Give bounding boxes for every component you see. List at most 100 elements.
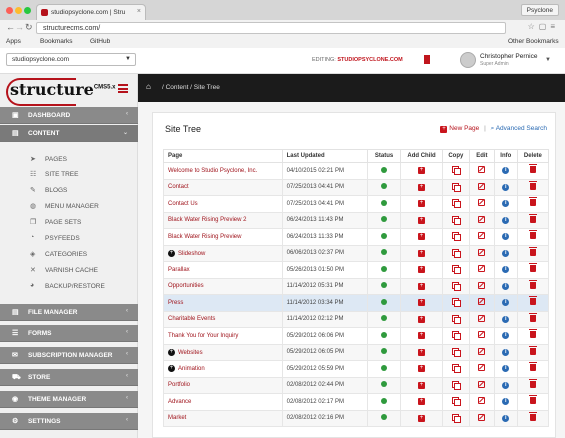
info-icon[interactable]: i <box>502 249 510 257</box>
page-link[interactable]: Websites <box>178 349 203 356</box>
status-dot-icon[interactable] <box>381 183 388 190</box>
page-link[interactable]: Portfolio <box>168 382 191 389</box>
close-window-icon[interactable] <box>6 7 13 14</box>
copy-icon[interactable] <box>452 232 462 242</box>
expand-icon[interactable]: + <box>168 348 175 356</box>
page-link[interactable]: Parallax <box>168 266 190 273</box>
status-dot-icon[interactable] <box>381 364 388 371</box>
edit-icon[interactable] <box>478 331 486 339</box>
sidebar-item-settings[interactable]: ⚙ SETTINGS ‹ <box>0 413 138 430</box>
sidebar-subitem-menu-manager[interactable]: ◍ MENU MANAGER <box>0 199 138 214</box>
info-icon[interactable]: i <box>502 282 510 290</box>
edit-icon[interactable] <box>478 166 486 174</box>
info-icon[interactable]: i <box>502 348 510 356</box>
status-dot-icon[interactable] <box>381 315 388 322</box>
add-child-icon[interactable]: + <box>418 381 426 389</box>
close-tab-icon[interactable]: × <box>136 8 141 15</box>
sidebar-item-forms[interactable]: ☰ FORMS ‹ <box>0 325 138 342</box>
info-icon[interactable]: i <box>502 299 510 307</box>
add-child-icon[interactable]: + <box>418 216 426 224</box>
add-child-icon[interactable]: + <box>418 299 426 307</box>
edit-icon[interactable] <box>478 182 486 190</box>
copy-icon[interactable] <box>452 347 462 357</box>
info-icon[interactable]: i <box>502 183 510 191</box>
edit-icon[interactable] <box>478 215 486 223</box>
status-dot-icon[interactable] <box>381 348 388 355</box>
copy-icon[interactable] <box>452 215 462 225</box>
page-link[interactable]: Thank You for Your Inquiry <box>168 332 239 339</box>
add-child-icon[interactable]: + <box>418 348 426 356</box>
page-link[interactable]: Black Water Rising Preview 2 <box>168 217 247 224</box>
copy-icon[interactable] <box>452 380 462 390</box>
copy-icon[interactable] <box>452 314 462 324</box>
bookmark-bookmarks[interactable]: Bookmarks <box>40 38 73 45</box>
maximize-window-icon[interactable] <box>24 7 31 14</box>
hamburger-menu-icon[interactable] <box>118 84 128 93</box>
copy-icon[interactable] <box>452 331 462 341</box>
advanced-search-link[interactable]: Advanced Search <box>495 125 547 132</box>
site-select[interactable]: studiopsyclone.com ▼ <box>6 53 136 66</box>
sidebar-subitem-blogs[interactable]: ✎ BLOGS <box>0 183 138 198</box>
status-dot-icon[interactable] <box>381 331 388 338</box>
edit-icon[interactable] <box>478 364 486 372</box>
info-icon[interactable]: i <box>502 315 510 323</box>
trash-icon[interactable] <box>528 246 537 256</box>
sidebar-subitem-pages[interactable]: ➤ PAGES <box>0 152 138 167</box>
status-dot-icon[interactable] <box>381 381 388 388</box>
edit-icon[interactable] <box>478 232 486 240</box>
home-icon[interactable]: ⌂ <box>146 82 151 91</box>
add-child-icon[interactable]: + <box>418 249 426 257</box>
trash-icon[interactable] <box>528 411 537 421</box>
page-link[interactable]: Contact <box>168 184 189 191</box>
trash-icon[interactable] <box>528 180 537 190</box>
bookmark-github[interactable]: GitHub <box>90 38 111 45</box>
chrome-extension-icons[interactable]: ☆▢≡ <box>527 22 559 31</box>
trash-icon[interactable] <box>528 263 537 273</box>
column-header-page[interactable]: Page <box>163 149 283 163</box>
info-icon[interactable]: i <box>502 216 510 224</box>
status-dot-icon[interactable] <box>381 282 388 289</box>
info-icon[interactable]: i <box>502 332 510 340</box>
expand-icon[interactable]: + <box>168 249 175 257</box>
edit-icon[interactable] <box>478 281 486 289</box>
add-child-icon[interactable]: + <box>418 332 426 340</box>
add-child-icon[interactable]: + <box>418 365 426 373</box>
status-dot-icon[interactable] <box>381 414 388 421</box>
breadcrumb-path[interactable]: / Content / Site Tree <box>162 84 220 91</box>
status-dot-icon[interactable] <box>381 298 388 305</box>
info-icon[interactable]: i <box>502 414 510 422</box>
status-dot-icon[interactable] <box>381 265 388 272</box>
sidebar-item-dashboard[interactable]: ▣ DASHBOARD ‹ <box>0 107 138 124</box>
edit-icon[interactable] <box>478 298 486 306</box>
edit-icon[interactable] <box>478 248 486 256</box>
status-dot-icon[interactable] <box>381 199 388 206</box>
user-name[interactable]: Christopher Pernice <box>480 53 538 60</box>
trash-icon[interactable] <box>528 279 537 289</box>
sidebar-subitem-psyfeeds[interactable]: ◔ PSYFEEDS <box>0 231 138 246</box>
user-menu-chevron-icon[interactable]: ▼ <box>545 57 551 63</box>
page-link[interactable]: Press <box>168 299 184 306</box>
add-child-icon[interactable]: + <box>418 398 426 406</box>
avatar[interactable] <box>460 52 476 68</box>
copy-icon[interactable] <box>452 265 462 275</box>
copy-icon[interactable] <box>452 413 462 423</box>
sidebar-subitem-page-sets[interactable]: ❐ PAGE SETS <box>0 215 138 230</box>
trash-icon[interactable] <box>528 345 537 355</box>
column-header-last-updated[interactable]: Last Updated <box>281 149 368 163</box>
trash-icon[interactable] <box>528 213 537 223</box>
forward-icon[interactable]: → <box>15 22 24 32</box>
status-dot-icon[interactable] <box>381 232 388 239</box>
info-icon[interactable]: i <box>502 200 510 208</box>
sidebar-item-theme-manager[interactable]: ◉ THEME MANAGER ‹ <box>0 391 138 408</box>
copy-icon[interactable] <box>452 199 462 209</box>
trash-icon[interactable] <box>528 164 537 174</box>
info-icon[interactable]: i <box>502 167 510 175</box>
trash-icon[interactable] <box>528 296 537 306</box>
copy-icon[interactable] <box>452 182 462 192</box>
add-child-icon[interactable]: + <box>418 414 426 422</box>
add-child-icon[interactable]: + <box>418 315 426 323</box>
profile-chip[interactable]: Psyclone <box>520 4 559 16</box>
page-link[interactable]: Slideshow <box>178 250 206 257</box>
bookmark-other[interactable]: Other Bookmarks <box>508 38 559 45</box>
status-dot-icon[interactable] <box>381 166 388 173</box>
